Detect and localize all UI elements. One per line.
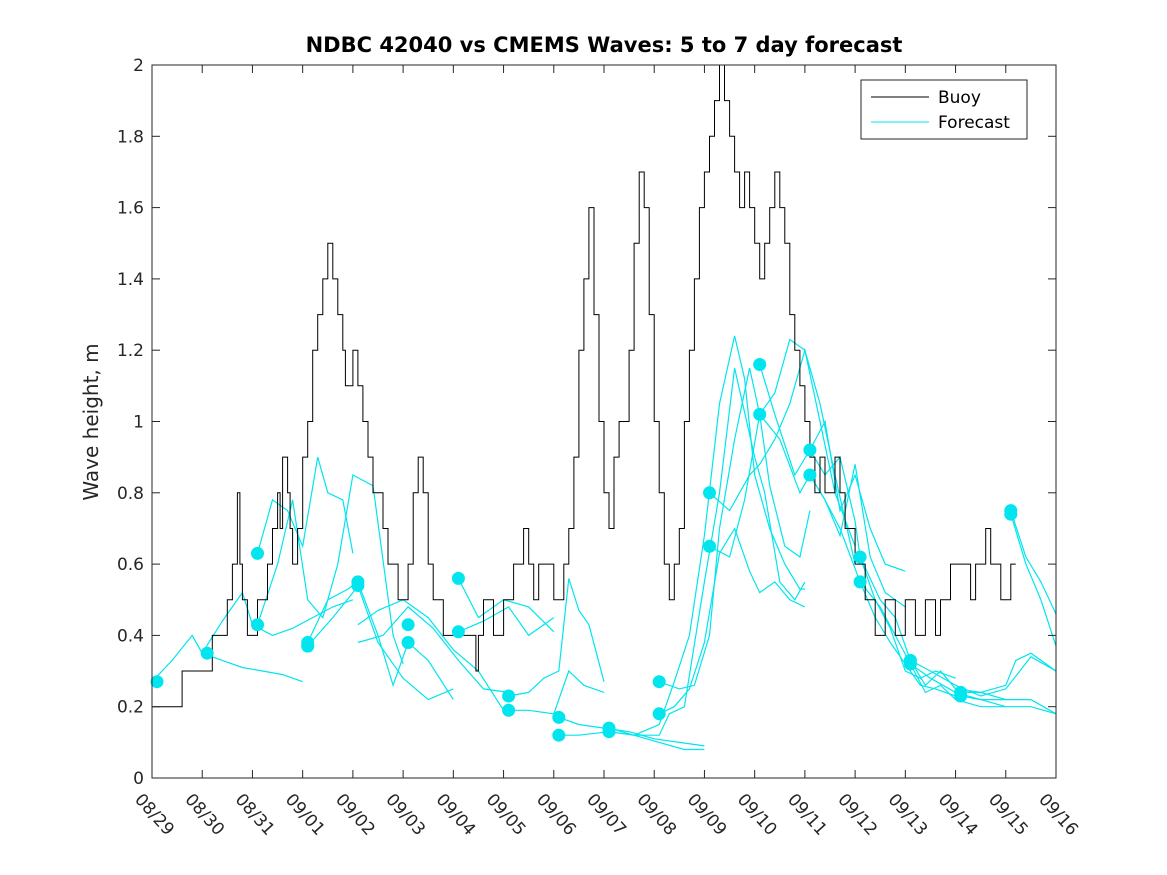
forecast-marker-21 bbox=[703, 539, 716, 553]
forecast-marker-31 bbox=[954, 689, 968, 703]
forecast-line-15 bbox=[608, 367, 806, 736]
forecast-line-0 bbox=[151, 634, 303, 683]
forecast-line-12 bbox=[558, 716, 705, 747]
forecast-marker-25 bbox=[803, 468, 817, 482]
y-axis-label: Wave height, m bbox=[79, 343, 103, 500]
y-tick-label-0: 0 bbox=[133, 769, 144, 789]
forecast-marker-9 bbox=[401, 636, 415, 649]
forecast-line-28 bbox=[960, 652, 1057, 694]
legend: Buoy Forecast bbox=[860, 79, 1028, 140]
forecast-line-11 bbox=[508, 669, 605, 715]
forecast-line-16 bbox=[658, 367, 811, 690]
forecast-marker-13 bbox=[502, 703, 516, 717]
forecast-marker-8 bbox=[401, 618, 415, 632]
forecast-line-2 bbox=[256, 456, 354, 554]
forecast-line-4 bbox=[307, 580, 454, 700]
y-tick-label-2: 0.4 bbox=[117, 626, 144, 646]
y-tick-label-1: 0.2 bbox=[117, 698, 144, 718]
forecast-marker-33 bbox=[1004, 507, 1018, 521]
forecast-line-29 bbox=[960, 695, 1057, 715]
forecast-line-5 bbox=[307, 584, 454, 701]
forecast-line-23 bbox=[809, 474, 956, 697]
forecast-marker-3 bbox=[251, 618, 264, 632]
y-tick-label-4: 0.8 bbox=[117, 484, 144, 504]
forecast-marker-5 bbox=[301, 639, 315, 653]
forecast-marker-11 bbox=[451, 625, 465, 639]
forecast-marker-7 bbox=[351, 579, 365, 592]
legend-label-forecast: Forecast bbox=[938, 113, 1010, 133]
buoy-line bbox=[152, 64, 1016, 708]
legend-box bbox=[860, 79, 1028, 140]
forecast-marker-12 bbox=[502, 689, 516, 703]
forecast-marker-1 bbox=[200, 646, 214, 660]
forecast-marker-10 bbox=[451, 571, 465, 585]
forecast-line-26 bbox=[910, 656, 1057, 697]
forecast-marker-19 bbox=[652, 707, 666, 721]
y-tick-label-10: 2 bbox=[133, 56, 144, 76]
y-ticks: 0 0.2 0.4 0.6 0.8 1 1.2 1.4 1.6 1.8 2 bbox=[117, 56, 1056, 789]
forecast-marker-23 bbox=[753, 407, 767, 421]
forecast-line-31 bbox=[1010, 514, 1057, 647]
forecast-line-1 bbox=[201, 591, 354, 654]
y-tick-label-3: 0.6 bbox=[117, 555, 144, 575]
forecast-line-10 bbox=[508, 578, 605, 697]
forecast-lines bbox=[151, 335, 1057, 751]
legend-label-buoy: Buoy bbox=[938, 88, 981, 108]
y-tick-label-8: 1.6 bbox=[117, 199, 144, 219]
forecast-marker-24 bbox=[803, 443, 817, 457]
forecast-marker-22 bbox=[753, 358, 767, 371]
forecast-marker-18 bbox=[652, 675, 666, 689]
forecast-marker-29 bbox=[903, 657, 917, 671]
forecast-line-7 bbox=[357, 606, 509, 693]
y-tick-label-7: 1.4 bbox=[117, 270, 144, 290]
forecast-line-19 bbox=[709, 338, 856, 558]
plot-area: 08/29 08/30 08/31 09/01 09/02 09/03 09/04 09/05… bbox=[117, 56, 1082, 840]
forecast-marker-26 bbox=[853, 550, 867, 564]
forecast-marker-14 bbox=[552, 710, 566, 724]
forecast-line-30 bbox=[1010, 510, 1057, 615]
forecast-marker-15 bbox=[552, 728, 566, 742]
y-tick-label-6: 1.2 bbox=[117, 341, 144, 361]
forecast-marker-27 bbox=[853, 575, 867, 589]
y-tick-label-5: 1 bbox=[133, 413, 144, 433]
forecast-line-9 bbox=[458, 606, 555, 637]
buoy-line-group bbox=[152, 64, 1016, 708]
forecast-marker-17 bbox=[602, 725, 616, 739]
forecast-markers bbox=[150, 358, 1018, 742]
forecast-line-17 bbox=[658, 527, 806, 715]
chart-title: NDBC 42040 vs CMEMS Waves: 5 to 7 day fo… bbox=[306, 33, 903, 57]
forecast-marker-20 bbox=[703, 486, 716, 500]
forecast-marker-2 bbox=[251, 546, 264, 560]
forecast-marker-0 bbox=[150, 675, 164, 689]
y-tick-label-9: 1.8 bbox=[117, 127, 144, 147]
forecast-line-3 bbox=[256, 474, 404, 665]
forecast-line-21 bbox=[759, 414, 906, 608]
